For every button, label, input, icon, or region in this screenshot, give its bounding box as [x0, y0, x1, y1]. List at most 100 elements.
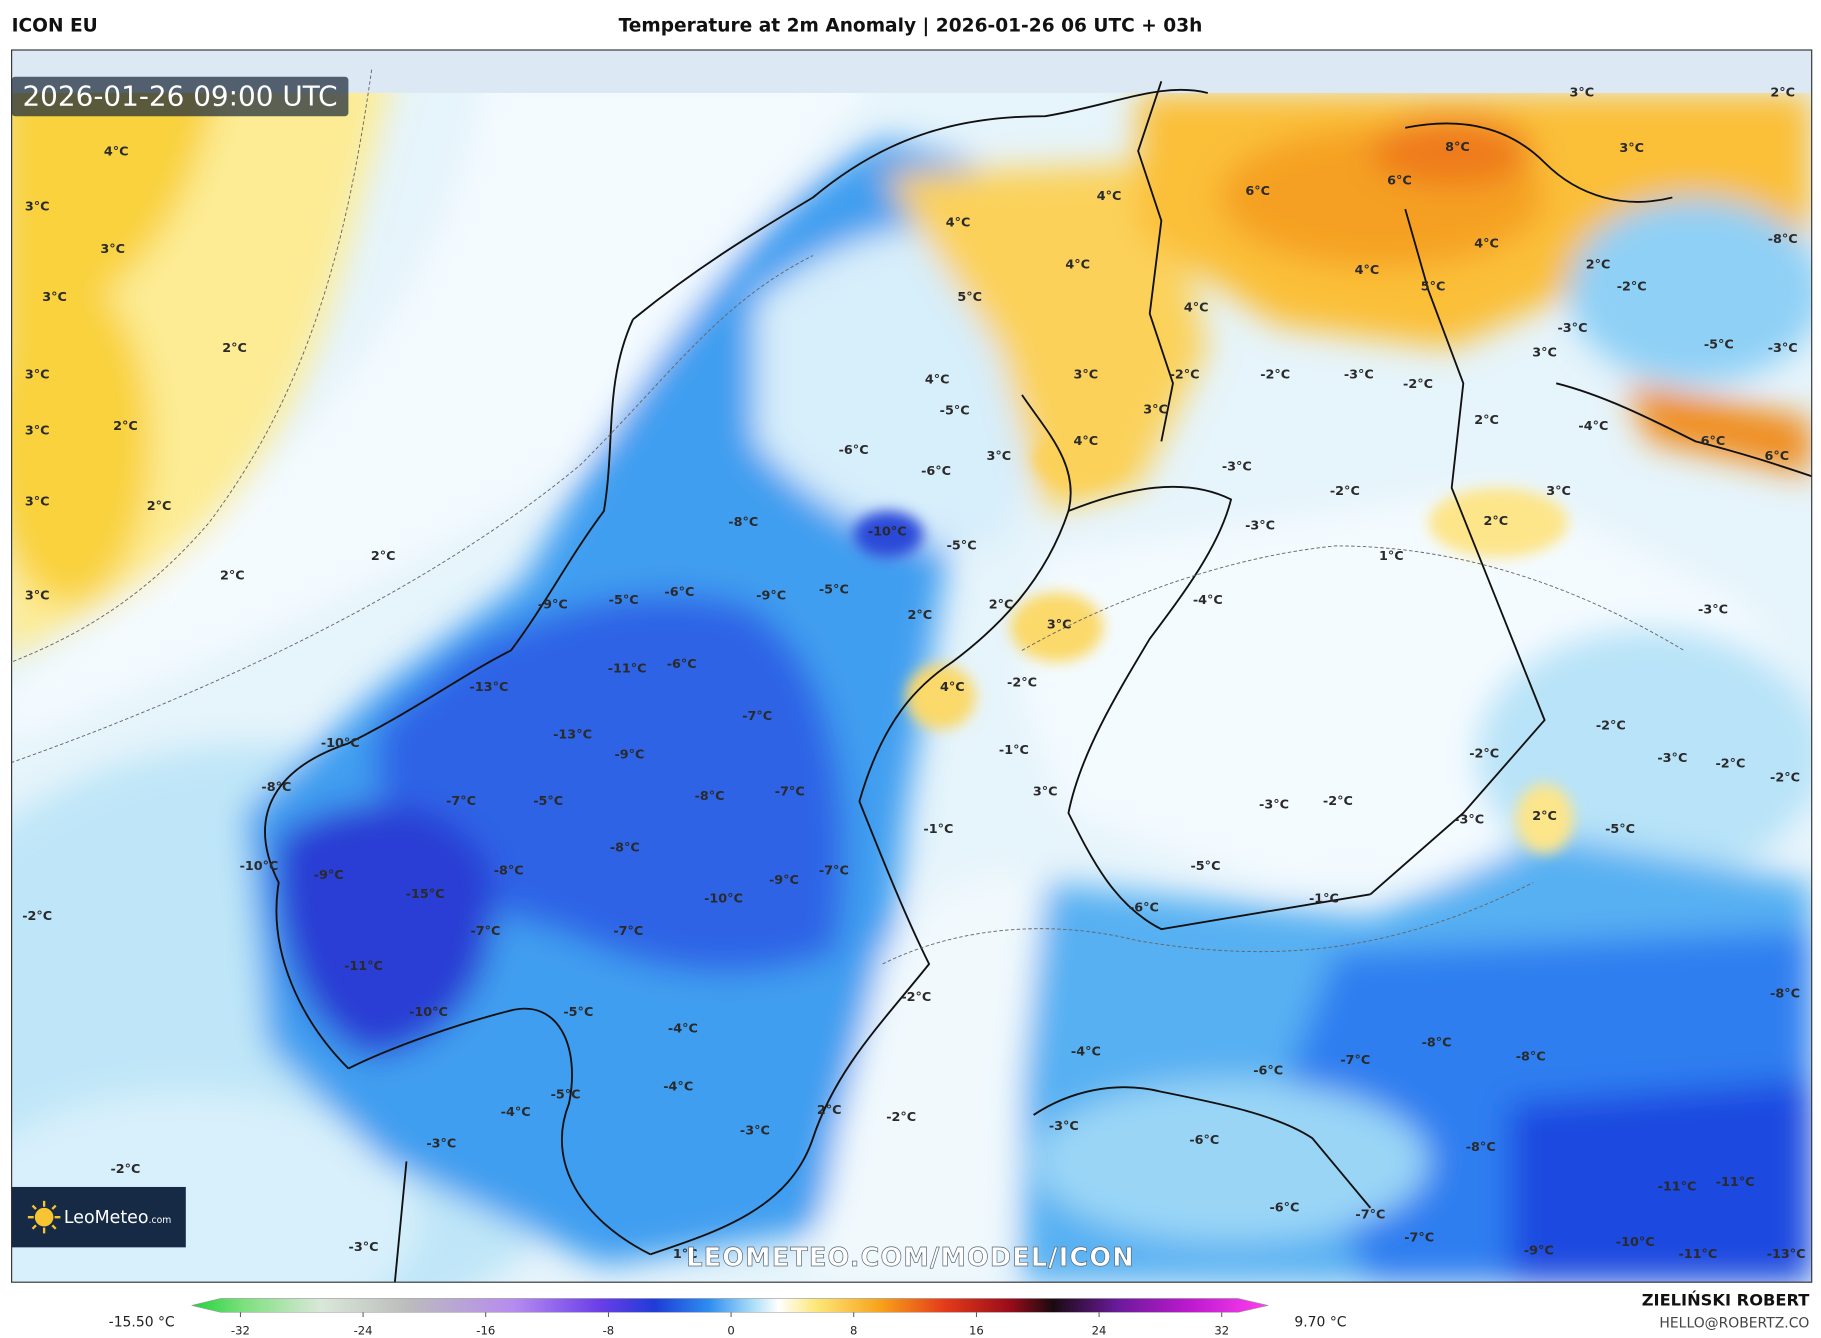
temperature-label: 6°C [1245, 184, 1270, 199]
colorbar-tick-label: -32 [231, 1323, 250, 1337]
temperature-label: -2°C [22, 909, 52, 924]
temperature-label: 3°C [42, 290, 67, 305]
colorbar-tick-label: 16 [969, 1323, 984, 1337]
temperature-label: -3°C [1698, 602, 1728, 617]
temperature-label: -2°C [1403, 377, 1433, 392]
temperature-label: -7°C [446, 794, 476, 809]
temperature-label: -1°C [1309, 891, 1339, 906]
temperature-label: -10°C [409, 1005, 448, 1020]
map-frame [11, 49, 1813, 1283]
temperature-label: -5°C [563, 1005, 593, 1020]
temperature-label: -7°C [470, 924, 500, 939]
temperature-label: 3°C [25, 368, 50, 383]
temperature-label: -8°C [728, 515, 758, 530]
temperature-label: -8°C [1770, 987, 1800, 1002]
temperature-label: -4°C [1071, 1045, 1101, 1060]
temperature-label: 4°C [1074, 434, 1099, 449]
colorbar-tick-label: 32 [1214, 1323, 1229, 1337]
temperature-label: -8°C [1768, 232, 1798, 247]
temperature-label: -2°C [901, 990, 931, 1005]
temperature-label: 2°C [989, 598, 1014, 613]
temperature-label: 2°C [907, 608, 932, 623]
colorbar-tick-label: 24 [1092, 1323, 1107, 1337]
temperature-label: -6°C [1269, 1200, 1299, 1215]
temperature-label: -13°C [470, 680, 509, 695]
temperature-label: 4°C [925, 372, 950, 387]
temperature-label: -8°C [610, 840, 640, 855]
temperature-label: -3°C [1222, 459, 1252, 474]
temperature-label: 3°C [1033, 785, 1058, 800]
temperature-label: 3°C [1532, 346, 1557, 361]
temperature-label: 3°C [986, 449, 1011, 464]
temperature-label: -2°C [1007, 675, 1037, 690]
temperature-label: -10°C [240, 859, 279, 874]
temperature-label: 5°C [1421, 279, 1446, 294]
temperature-label: -5°C [1605, 822, 1635, 837]
temperature-label: -10°C [1616, 1235, 1655, 1250]
temperature-label: 2°C [1474, 413, 1499, 428]
temperature-label: -8°C [261, 780, 291, 795]
temperature-label: -7°C [1340, 1053, 1370, 1068]
temperature-label: -13°C [553, 728, 592, 743]
temperature-label: 4°C [1065, 257, 1090, 272]
watermark: LEOMETEO.COM/MODEL/ICON [686, 1243, 1135, 1273]
temperature-label: -8°C [1466, 1140, 1496, 1155]
temperature-label: -2°C [1715, 757, 1745, 772]
temperature-label: 2°C [1770, 85, 1795, 100]
anomaly-detail [853, 429, 1574, 854]
temperature-label: -8°C [494, 864, 524, 879]
temperature-label: -3°C [1768, 341, 1798, 356]
temperature-label: 1°C [1379, 549, 1404, 564]
temperature-label: -2°C [886, 1110, 916, 1125]
colorbar-tick-label: -8 [603, 1323, 615, 1337]
temperature-label: -8°C [695, 789, 725, 804]
temperature-label: -11°C [344, 959, 383, 974]
temperature-label: -5°C [1191, 859, 1221, 874]
temperature-label: -2°C [1770, 771, 1800, 786]
temperature-label: -6°C [1253, 1063, 1283, 1078]
temperature-label: -7°C [742, 709, 772, 724]
temperature-label: -5°C [551, 1088, 581, 1103]
temperature-label: -9°C [1524, 1243, 1554, 1258]
temperature-label: -7°C [613, 924, 643, 939]
temperature-label: -8°C [1516, 1049, 1546, 1064]
temperature-label: -1°C [999, 743, 1029, 758]
temperature-label: -9°C [538, 598, 568, 613]
temperature-label: 4°C [104, 145, 129, 160]
logo-name: LeoMeteo [64, 1208, 149, 1228]
temperature-label: -4°C [668, 1022, 698, 1037]
temperature-label: 2°C [1484, 514, 1509, 529]
temperature-label: -2°C [1170, 368, 1200, 383]
temperature-label: -4°C [501, 1105, 531, 1120]
temperature-label: 2°C [1532, 809, 1557, 824]
temperature-label: -2°C [1596, 718, 1626, 733]
logo-suffix: .com [149, 1215, 172, 1226]
temperature-label: -6°C [664, 585, 694, 600]
temperature-label: 2°C [220, 569, 245, 584]
temperature-label: -6°C [667, 657, 697, 672]
temperature-label: -6°C [921, 464, 951, 479]
temperature-label: -11°C [1716, 1175, 1755, 1190]
temperature-label: -9°C [769, 873, 799, 888]
colorbar-tick-label: -24 [354, 1323, 373, 1337]
temperature-label: 3°C [1047, 617, 1072, 632]
temperature-label: -3°C [1245, 519, 1275, 534]
author: ZIELIŃSKI ROBERT [1642, 1290, 1810, 1309]
temperature-label: -13°C [1767, 1247, 1806, 1262]
temperature-label: -9°C [614, 747, 644, 762]
temperature-label: -11°C [1658, 1179, 1697, 1194]
anomaly-contours [11, 69, 1685, 965]
map-title: Temperature at 2m Anomaly | 2026-01-26 0… [619, 15, 1203, 36]
temperature-label: -10°C [868, 524, 907, 539]
temperature-label: 4°C [1184, 300, 1209, 315]
temperature-label: -6°C [839, 443, 869, 458]
temperature-label: 2°C [1586, 257, 1611, 272]
temperature-label: 2°C [222, 341, 247, 356]
temperature-label: -5°C [1704, 337, 1734, 352]
temperature-label: -4°C [1193, 593, 1223, 608]
map-area [11, 49, 1812, 1283]
temperature-label: -2°C [1469, 746, 1499, 761]
